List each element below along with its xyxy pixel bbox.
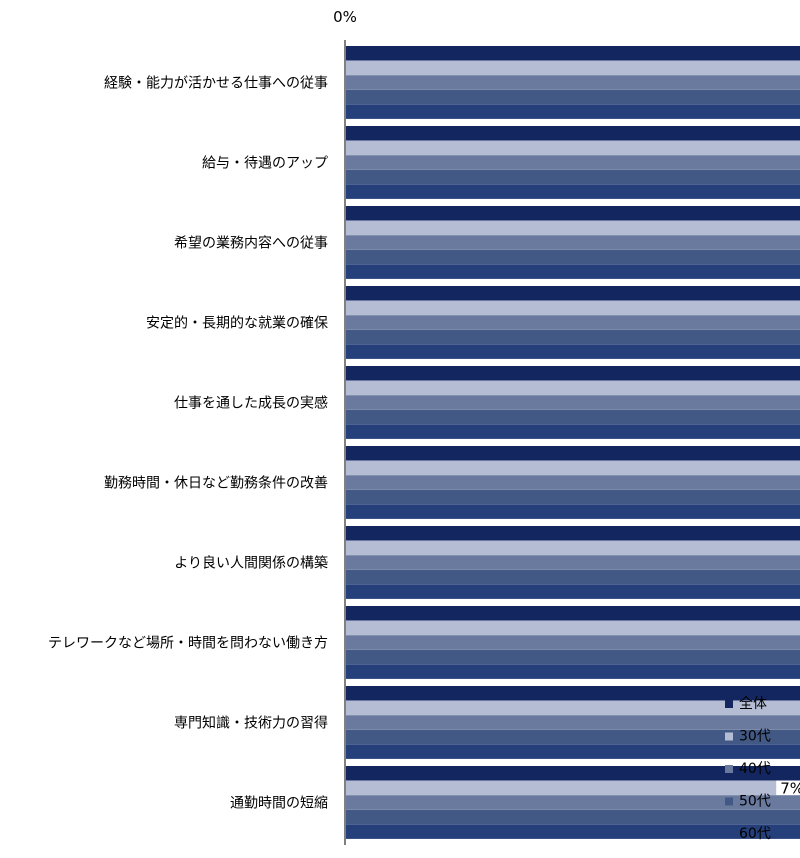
x-tick-label: 0%	[333, 8, 357, 26]
bar	[346, 766, 800, 781]
bar	[346, 169, 800, 185]
bar	[346, 75, 800, 90]
category-label: 希望の業務内容への従事	[174, 235, 328, 252]
bar	[346, 744, 800, 759]
bar	[346, 329, 800, 345]
bar	[346, 249, 800, 265]
bars	[346, 46, 800, 839]
legend-label: 全体	[739, 695, 767, 712]
category-label: 勤務時間・休日など勤務条件の改善	[104, 475, 328, 492]
bar	[346, 104, 800, 119]
bar	[346, 235, 800, 250]
bar	[346, 264, 800, 279]
data-label: 7%	[780, 779, 800, 797]
bar	[346, 526, 800, 541]
bar	[346, 700, 800, 716]
bar	[346, 555, 800, 570]
bar	[346, 664, 800, 679]
category-label: 専門知識・技術力の習得	[174, 715, 328, 732]
legend-swatch	[725, 797, 733, 806]
bar	[346, 315, 800, 330]
bar	[346, 395, 800, 410]
legend-swatch	[725, 765, 733, 773]
bar	[346, 809, 800, 825]
category-label: 給与・待遇のアップ	[202, 156, 328, 172]
bar	[346, 446, 800, 461]
legend-swatch	[725, 700, 733, 708]
bar	[346, 620, 800, 636]
category-label: 安定的・長期的な就業の確保	[146, 316, 328, 332]
bar	[346, 220, 800, 236]
bar	[346, 126, 800, 141]
category-label: テレワークなど場所・時間を問わない働き方	[48, 636, 328, 652]
bar	[346, 715, 800, 730]
bar	[346, 46, 800, 61]
bar	[346, 569, 800, 585]
bar	[346, 300, 800, 316]
legend-label: 60代	[739, 826, 771, 842]
bar	[346, 460, 800, 476]
bar	[346, 344, 800, 359]
x-axis-tick-labels: 0%10%20%30%40%50%60%70%	[333, 8, 357, 26]
bar	[346, 475, 800, 490]
bar	[346, 686, 800, 701]
bar	[346, 184, 800, 199]
bar	[346, 824, 800, 839]
bar	[346, 140, 800, 156]
legend-label: 50代	[739, 794, 771, 810]
legend-label: 30代	[739, 729, 771, 745]
bar	[346, 286, 800, 301]
bar	[346, 540, 800, 556]
bar	[346, 366, 800, 381]
bar	[346, 155, 800, 170]
legend-label: 40代	[739, 761, 771, 777]
legend-swatch	[725, 830, 733, 838]
bar	[346, 206, 800, 221]
bar	[346, 380, 800, 396]
category-labels: 経験・能力が活かせる仕事への従事給与・待遇のアップ希望の業務内容への従事安定的・…	[48, 76, 328, 812]
legend-swatch	[725, 732, 733, 741]
bar	[346, 489, 800, 505]
bar	[346, 795, 800, 810]
bar	[346, 504, 800, 519]
bar	[346, 584, 800, 599]
category-label: 仕事を通した成長の実感	[174, 395, 328, 412]
bar	[346, 649, 800, 665]
bar	[346, 89, 800, 105]
category-label: 経験・能力が活かせる仕事への従事	[104, 76, 328, 92]
bar	[346, 424, 800, 439]
bar	[346, 409, 800, 425]
bar	[346, 729, 800, 745]
value-labels: 62%57%61%60%66%50%60%65%48%36%46%40%46%4…	[780, 779, 800, 797]
category-label: 通勤時間の短縮	[230, 796, 328, 812]
legend: 全体 30代 40代 50代 60代	[725, 695, 771, 842]
category-label: より良い人間関係の構築	[174, 556, 328, 572]
bar	[346, 635, 800, 650]
bar	[346, 60, 800, 76]
bar	[346, 780, 777, 796]
bar	[346, 606, 800, 621]
